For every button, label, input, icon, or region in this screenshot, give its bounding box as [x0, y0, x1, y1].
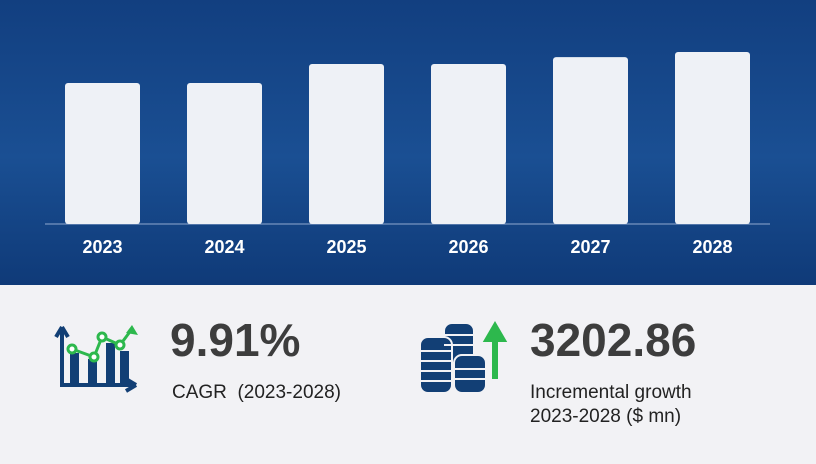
growth-chart-icon: [54, 325, 138, 393]
cagr-label: CAGR (2023-2028): [172, 382, 341, 403]
bar-2026: [431, 64, 506, 224]
growth-label-line1: Incremental growth: [530, 382, 692, 403]
bar-2025: [309, 64, 384, 224]
growth-value: 3202.86: [530, 314, 697, 366]
chart-panel: 2023 2024 2025 2026 2027 2028: [0, 0, 816, 285]
bar-2027: [553, 57, 628, 224]
bar-2024: [187, 82, 262, 225]
growth-label-line2: 2023-2028 ($ mn): [530, 406, 682, 427]
bar-2028: [675, 52, 750, 224]
coins-arrow-up-icon: [419, 321, 508, 394]
bar-2023: [65, 82, 140, 225]
stats-panel: 9.91% CAGR (2023-2028) 3202.86 Increment…: [0, 285, 816, 464]
x-tick-label: 2024: [204, 237, 244, 257]
x-tick-label: 2023: [82, 237, 122, 257]
cagr-value: 9.91%: [170, 314, 301, 366]
x-tick-label: 2025: [326, 237, 366, 257]
x-tick-label: 2027: [570, 237, 610, 257]
x-tick-label: 2026: [448, 237, 488, 257]
bar-chart: 2023 2024 2025 2026 2027 2028: [45, 52, 770, 257]
x-tick-label: 2028: [692, 237, 732, 257]
